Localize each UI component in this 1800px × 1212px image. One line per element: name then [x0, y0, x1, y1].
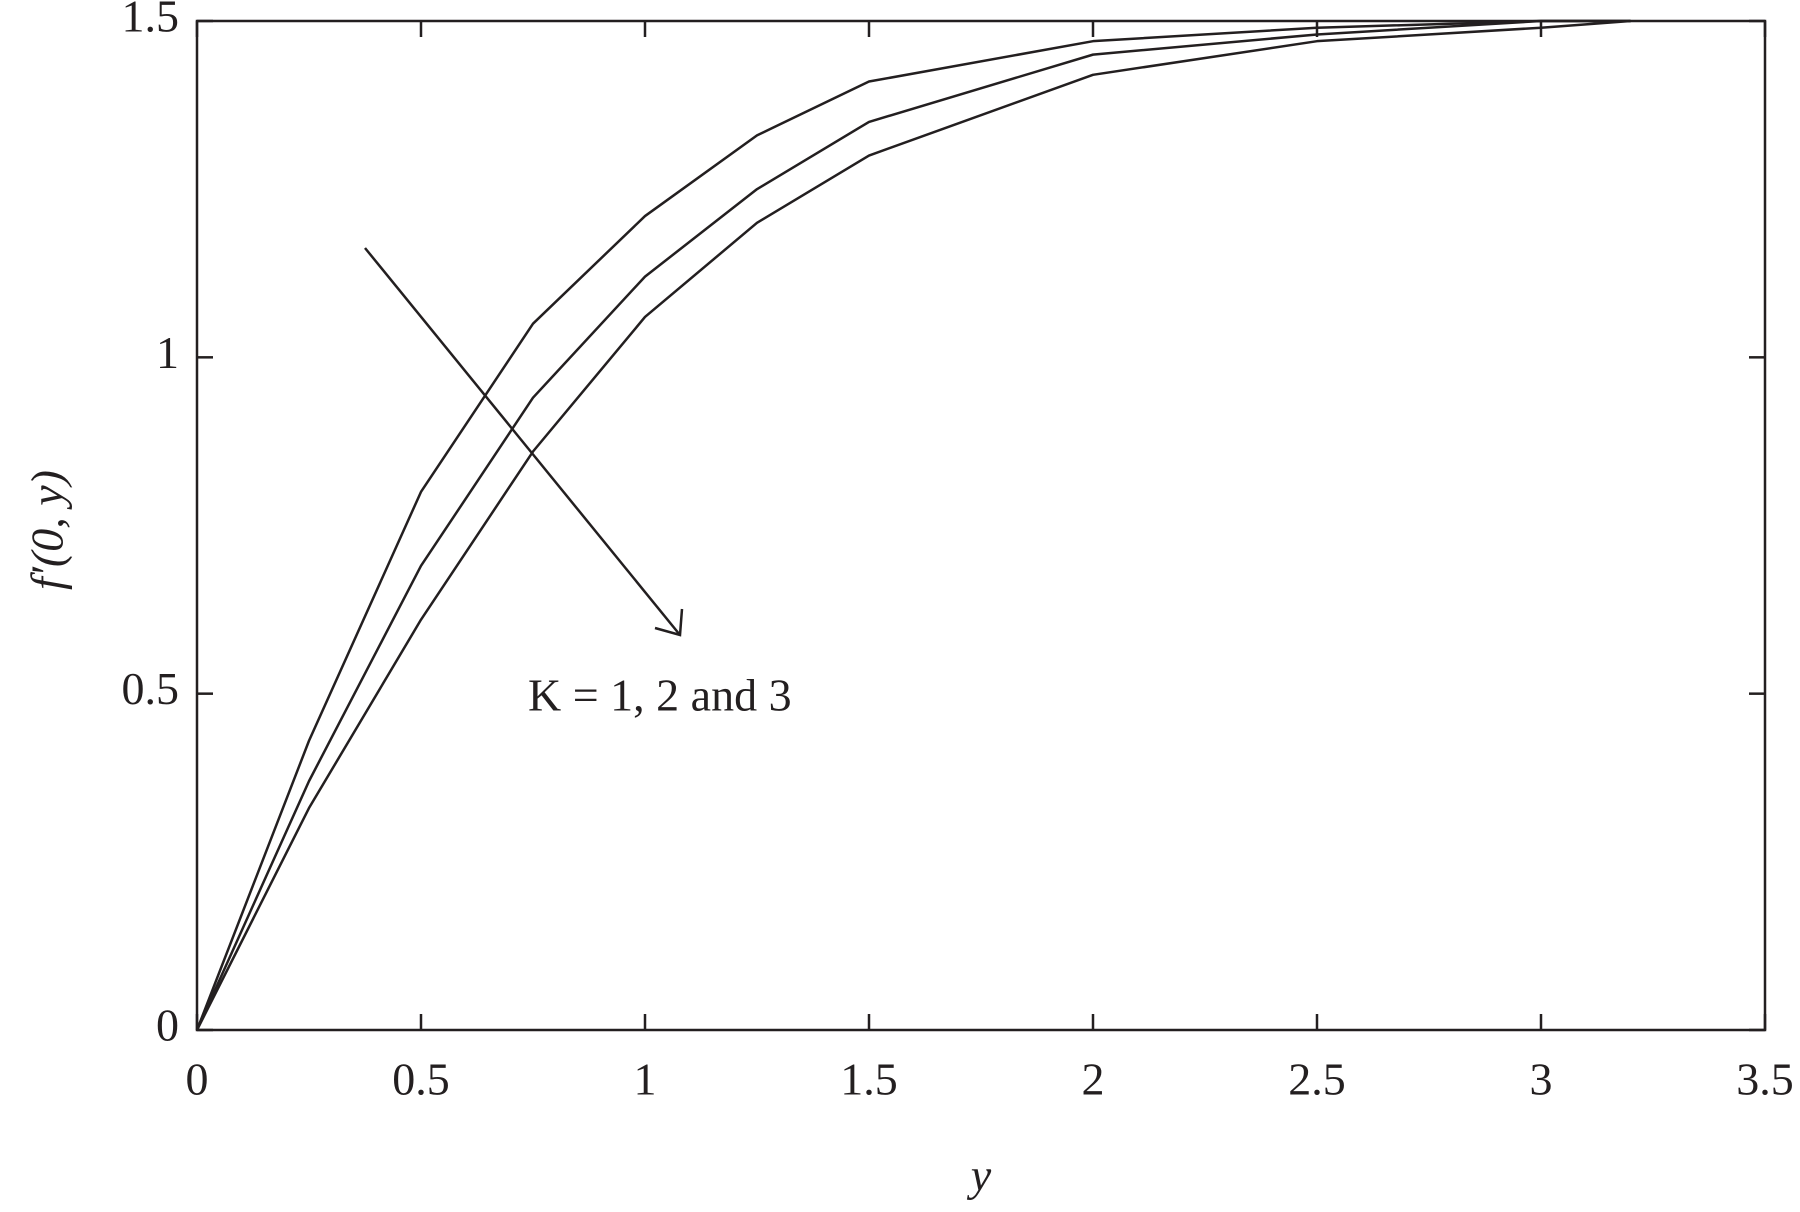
x-tick-label: 2.5 — [1288, 1054, 1346, 1105]
y-tick-label: 1.5 — [122, 0, 180, 42]
annotation: K = 1, 2 and 3 — [528, 670, 792, 721]
x-axis-label: y — [967, 1150, 992, 1201]
line — [195, 19, 1631, 1031]
line — [195, 19, 1631, 1031]
x-tick-label: 0 — [186, 1054, 209, 1105]
x-tick-label: 1.5 — [840, 1054, 898, 1105]
x-tick-label: 2 — [1082, 1054, 1105, 1105]
y-tick-label: 1 — [156, 327, 179, 378]
x-tick-label: 3.5 — [1736, 1054, 1794, 1105]
line — [195, 19, 1631, 1031]
x-tick-label: 1 — [634, 1054, 657, 1105]
arrow — [364, 247, 684, 637]
y-tick-label: 0 — [156, 1000, 179, 1051]
x-tick-label: 3 — [1530, 1054, 1553, 1105]
x-tick-label: 0.5 — [392, 1054, 450, 1105]
plot-frame — [195, 19, 1767, 1032]
y-tick-label: 0.5 — [122, 663, 180, 714]
y-axis-label: f′(0, y) — [22, 470, 73, 590]
